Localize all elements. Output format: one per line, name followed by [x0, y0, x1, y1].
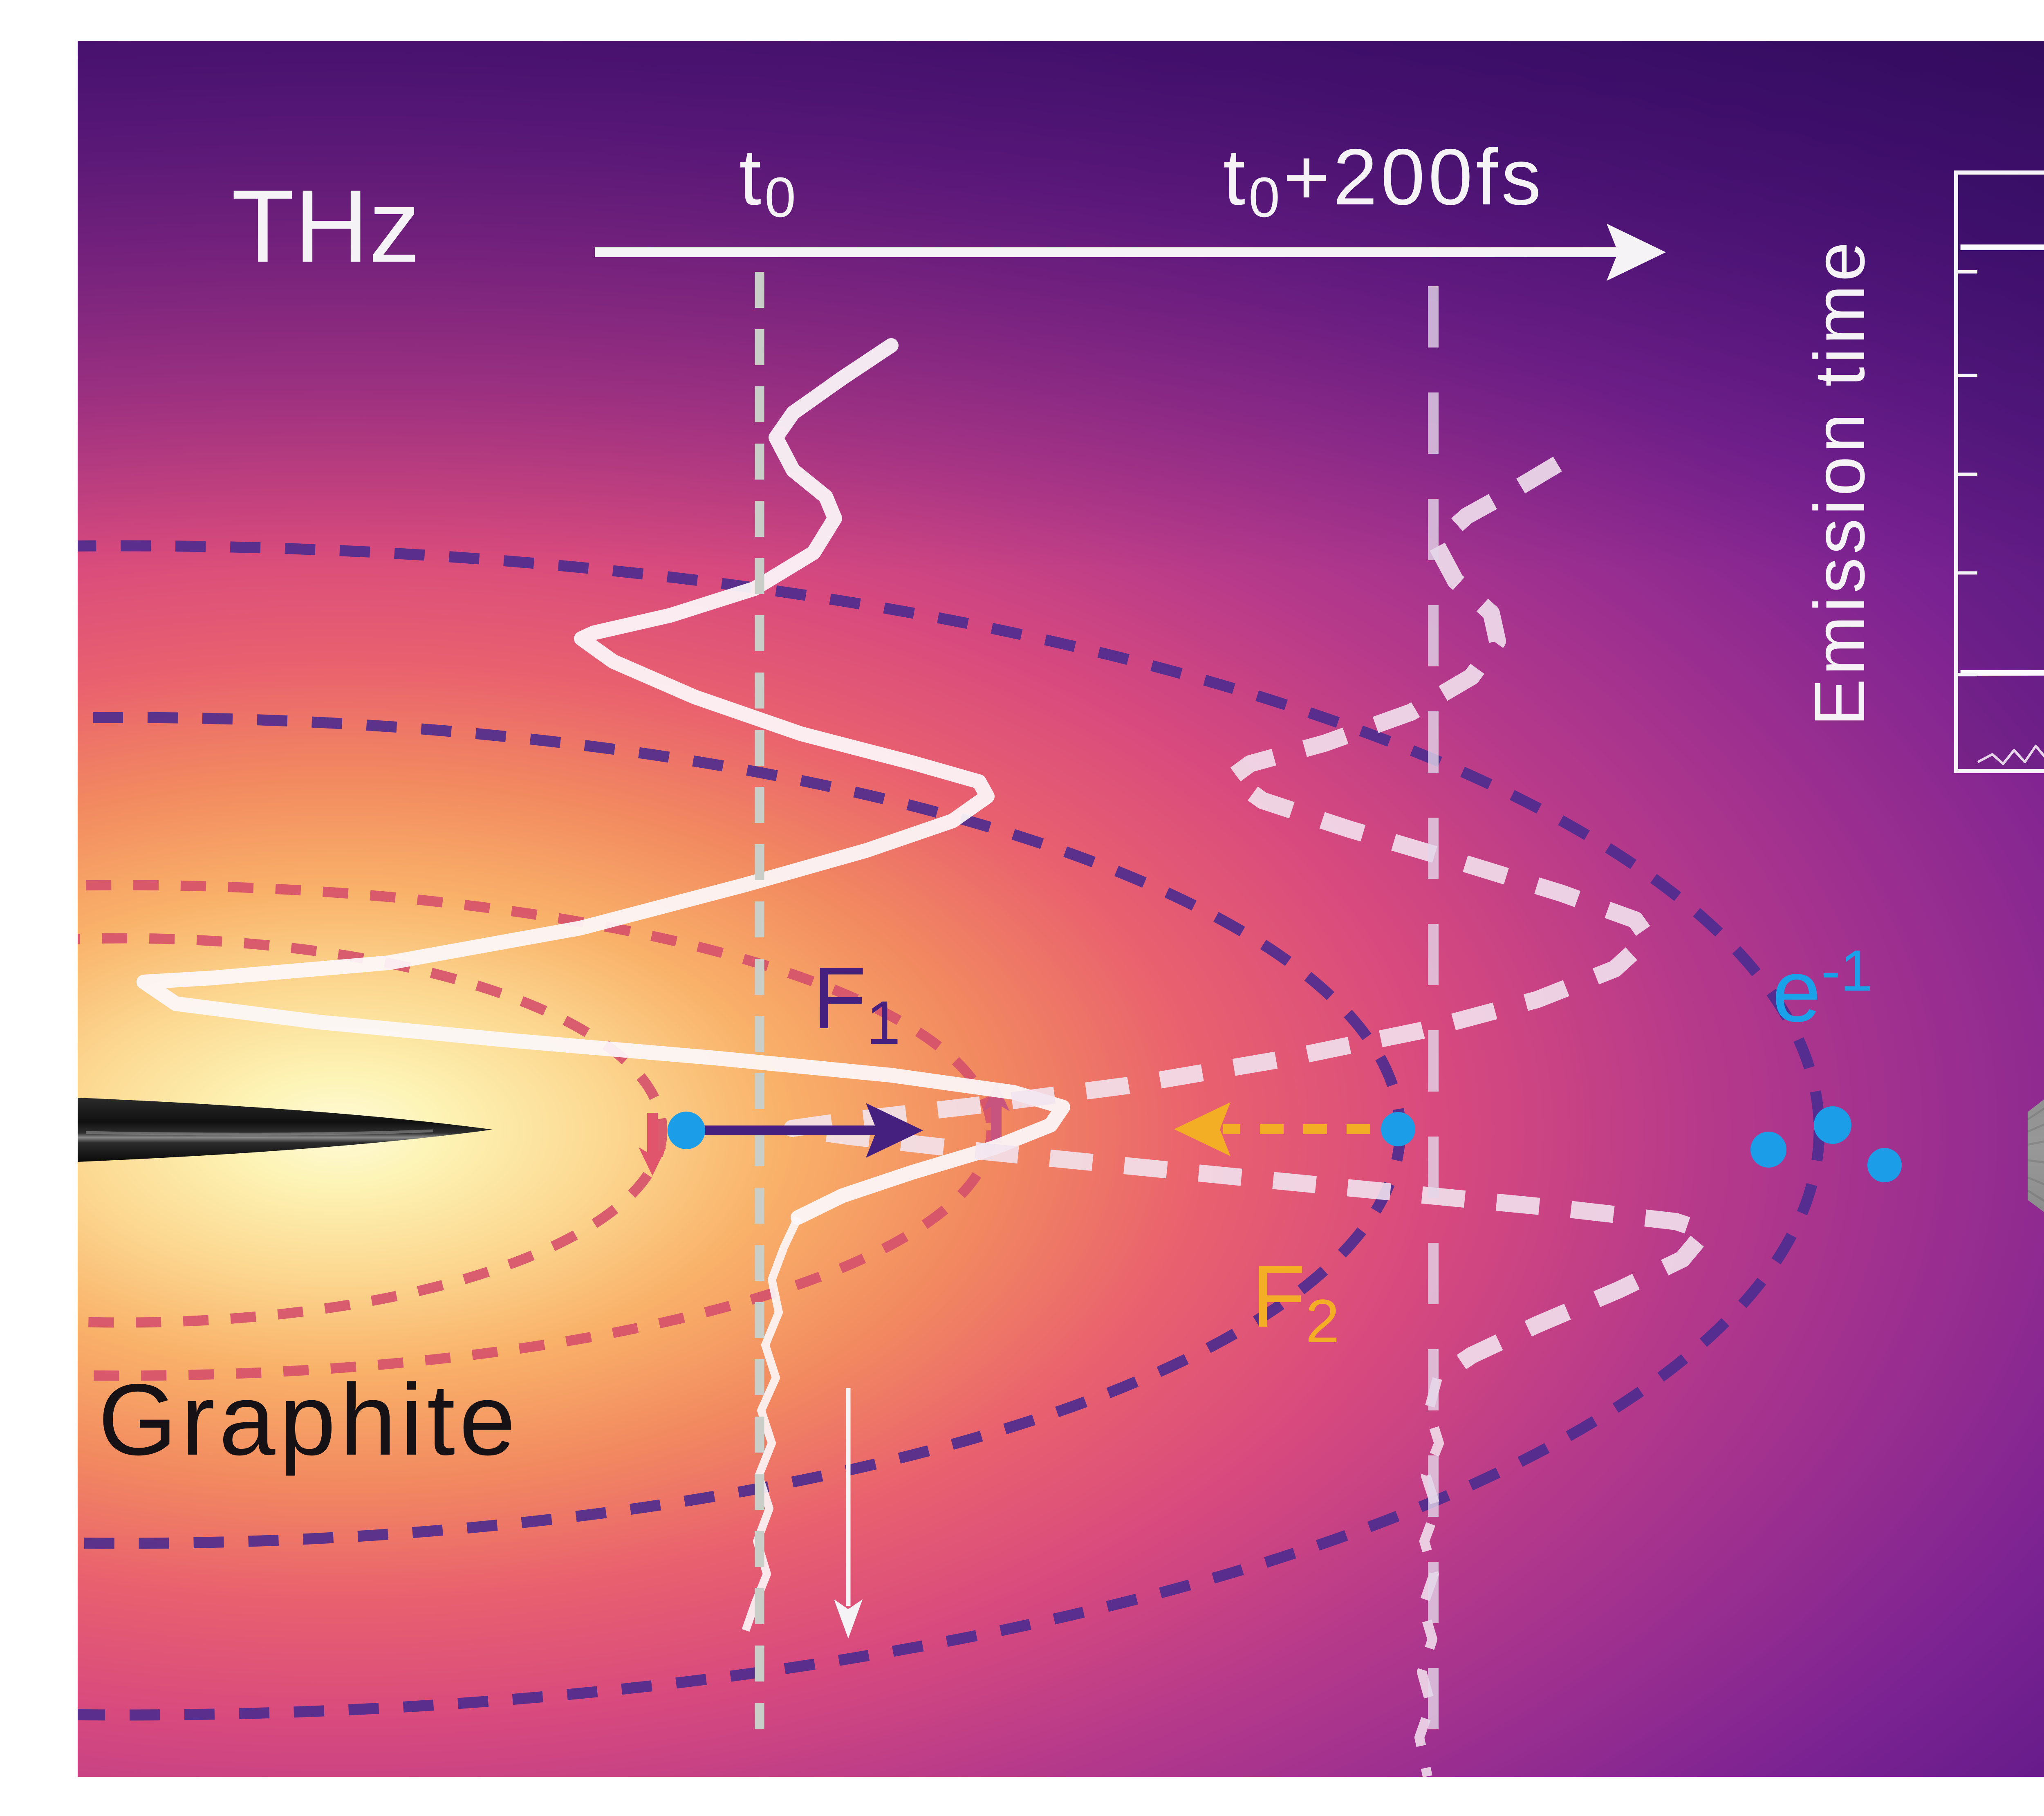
t0-label: t0	[739, 132, 799, 229]
electron-dot-cluster-2	[1814, 1106, 1851, 1144]
t200-label: t0+200fs	[1223, 132, 1544, 229]
graphite-tip	[78, 1098, 493, 1162]
field-contour-inner-crimson	[78, 933, 668, 1328]
electron-dot-cluster-3	[1867, 1148, 1902, 1182]
electron-dot-t0	[668, 1112, 705, 1149]
graphite-label: Graphite	[98, 1363, 520, 1476]
inset-ticks	[1956, 270, 1977, 677]
electron-dot-cluster-1	[1750, 1132, 1786, 1168]
inset-ylabel: Emission time	[1800, 238, 1880, 726]
spectrometer	[2027, 1099, 2044, 1212]
timeline-arrow-icon	[595, 224, 1666, 281]
inset-border	[1954, 170, 2044, 773]
thz-waveform-t200	[784, 456, 1714, 1386]
f2-arrow-icon	[1174, 1102, 1370, 1156]
f1-arrow-icon	[700, 1103, 923, 1158]
f2-label: F2	[1252, 1247, 1340, 1355]
electron-label: e-1	[1772, 938, 1873, 1040]
spectrometer-cone	[2028, 1099, 2044, 1212]
inset-plot	[1954, 170, 2044, 773]
contour-arrow-down-icon	[639, 1113, 666, 1176]
electron-dot-t200	[1381, 1112, 1415, 1146]
inset-background	[1956, 173, 2044, 771]
thz-label: THz	[231, 169, 420, 284]
background-top-shade	[78, 41, 2044, 572]
f1-label: F1	[813, 948, 901, 1057]
thz-waveform-t0-tail	[742, 1215, 802, 1632]
field-down-arrow-icon	[834, 1388, 863, 1639]
